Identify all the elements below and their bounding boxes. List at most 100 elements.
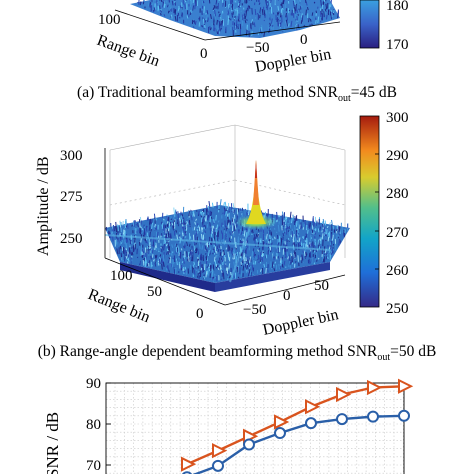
surface-noise-spike (271, 18, 273, 24)
series-1 (181, 409, 410, 474)
data-point (212, 443, 228, 459)
surface-noise-spike (281, 7, 284, 10)
surface-noise-spike (235, 224, 238, 228)
surface-noise-spike (171, 264, 174, 268)
surface-noise-spike (174, 15, 177, 21)
surface-noise-spike (190, 256, 193, 262)
surface-noise-spike (237, 276, 240, 279)
surface-noise-spike (284, 3, 287, 11)
surface-noise-spike (248, 0, 250, 1)
surface-noise-spike (211, 276, 214, 281)
surface-noise-spike (215, 255, 218, 259)
surface-noise-spike (267, 240, 270, 244)
surface-noise-spike (218, 226, 220, 230)
surface-noise-spike (181, 12, 183, 17)
surface-noise-spike (214, 9, 217, 17)
surface-noise-spike (322, 223, 324, 228)
surface-noise-spike (198, 210, 200, 214)
surface-noise-spike (280, 259, 282, 266)
surface-noise-spike (196, 228, 199, 234)
surface-noise-spike (223, 229, 226, 236)
y-tick-label: 80 (86, 417, 101, 433)
surface-noise-spike (117, 237, 119, 242)
surface-noise-spike (190, 9, 193, 13)
surface-noise-spike (270, 263, 273, 270)
surface-noise-spike (154, 224, 157, 228)
surface-noise-spike (226, 15, 229, 23)
plot-c: 90 80 70 SNR / dB (43, 376, 414, 474)
surface-noise-spike (310, 259, 312, 264)
surface-noise-spike (233, 209, 235, 214)
surface-noise-spike (166, 215, 169, 221)
plot-a: 100 0 −50 0 Range bin Doppler bin 180 17… (95, 0, 409, 76)
surface-noise-spike (237, 238, 240, 244)
surface-noise-spike (247, 272, 250, 277)
surface-noise-spike (172, 257, 175, 260)
surface-noise-spike (321, 233, 324, 240)
surface-noise-spike (215, 229, 218, 236)
surface-noise-spike (149, 242, 151, 249)
surface-noise-spike (198, 275, 201, 279)
surface-noise-spike (255, 238, 258, 243)
surface-noise-spike (296, 9, 298, 14)
data-point (305, 399, 321, 415)
surface-noise-spike (208, 210, 211, 216)
surface-noise-spike (308, 244, 311, 248)
surface-noise-spike (254, 260, 257, 265)
surface-noise-spike (313, 250, 316, 253)
y-tick-label: 90 (86, 376, 101, 392)
surface-noise-spike (299, 224, 301, 229)
surface-noise-spike (247, 210, 250, 216)
surface-noise-spike (147, 216, 150, 221)
surface-noise-spike (202, 1, 205, 4)
surface-noise-spike (278, 24, 281, 26)
surface-noise-spike (204, 18, 207, 23)
surface-noise-spike (209, 227, 212, 234)
data-point (367, 379, 383, 396)
surface-noise-spike (131, 224, 134, 227)
surface-noise-spike (145, 253, 147, 261)
surface-noise-spike (213, 219, 215, 223)
surface-noise-spike (298, 14, 301, 22)
surface-noise-spike (140, 226, 142, 229)
surface-noise-spike (230, 271, 232, 276)
surface-noise-spike (200, 215, 203, 218)
surface-noise-spike (184, 236, 187, 239)
surface-noise-spike (186, 225, 189, 228)
surface-noise-spike (217, 254, 219, 257)
surface-noise-spike (214, 231, 216, 236)
plot-b-doppler-tick: 50 (314, 278, 329, 294)
surface-noise-spike (320, 229, 323, 232)
surface-noise-spike (219, 265, 222, 271)
surface-noise-spike (327, 236, 330, 242)
plot-a-noise (137, 0, 339, 37)
plot-b-surface-edge (215, 262, 330, 292)
surface-noise-spike (316, 257, 319, 259)
surface-noise-spike (279, 22, 282, 25)
surface-noise-spike (237, 2, 240, 6)
plot-a-doppler-tick: 0 (300, 32, 308, 48)
surface-noise-spike (139, 246, 141, 253)
surface-noise-spike (258, 238, 261, 245)
surface-noise-spike (289, 219, 291, 224)
surface-noise-spike (245, 9, 248, 17)
surface-noise-spike (289, 234, 291, 241)
surface-noise-spike (290, 218, 293, 224)
surface-noise-spike (271, 238, 274, 241)
surface-noise-spike (251, 19, 253, 23)
surface-noise-spike (150, 255, 152, 260)
surface-noise-spike (223, 249, 225, 256)
surface-noise-spike (192, 0, 195, 4)
surface-noise-spike (145, 225, 148, 232)
surface-noise-spike (290, 20, 293, 27)
surface-noise-spike (240, 270, 243, 277)
surface-noise-spike (237, 229, 240, 235)
surface-noise-spike (140, 220, 143, 225)
surface-noise-spike (162, 234, 165, 238)
surface-noise-spike (265, 7, 268, 15)
plot-b-doppler-tick: 0 (283, 288, 291, 304)
surface-noise-spike (188, 211, 190, 217)
surface-noise-spike (237, 265, 240, 273)
surface-noise-spike (290, 252, 293, 257)
surface-noise-spike (195, 231, 198, 236)
